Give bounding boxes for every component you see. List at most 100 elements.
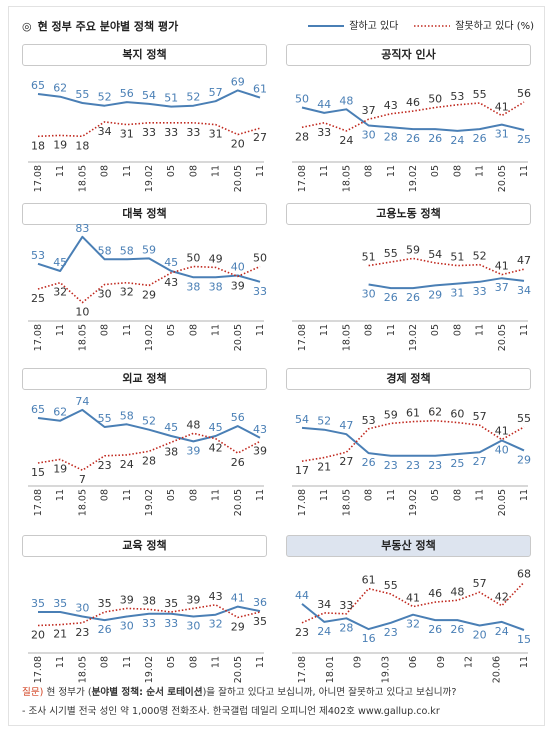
data-label-good: 16 <box>362 632 376 645</box>
x-tick-label: 19.02 <box>144 489 155 516</box>
series-line-good <box>37 408 261 443</box>
data-label-bad: 68 <box>517 567 531 580</box>
data-label-bad: 29 <box>231 620 245 633</box>
data-label-good: 27 <box>473 455 487 468</box>
data-label-good: 23 <box>406 459 420 472</box>
data-label-bad: 25 <box>31 292 45 305</box>
x-tick-label: 19.03 <box>380 656 391 683</box>
data-label-good: 23 <box>384 626 398 639</box>
data-label-bad: 51 <box>450 251 464 264</box>
data-label-good: 58 <box>98 244 112 257</box>
data-label-good: 65 <box>31 79 45 92</box>
x-tick-label: 20.05 <box>233 324 244 351</box>
data-label-bad: 39 <box>120 593 134 606</box>
data-label-good: 39 <box>186 444 200 457</box>
data-label-bad: 18 <box>75 139 89 152</box>
x-tick-label: 05 <box>166 324 177 336</box>
data-label-bad: 59 <box>384 408 398 421</box>
x-tick-label: 11 <box>319 324 330 336</box>
data-label-bad: 43 <box>209 590 223 603</box>
legend-good-swatch <box>308 25 344 27</box>
data-label-good: 52 <box>98 91 112 104</box>
data-label-good: 56 <box>231 411 245 424</box>
data-label-bad: 55 <box>384 579 398 592</box>
data-label-bad: 39 <box>231 279 245 292</box>
x-tick-label: 11 <box>319 165 330 177</box>
data-label-good: 45 <box>164 256 178 269</box>
x-tick-label: 19.02 <box>408 489 419 516</box>
data-label-bad: 61 <box>406 407 420 420</box>
data-label-good: 53 <box>31 249 45 262</box>
data-label-bad: 46 <box>428 587 442 600</box>
x-tick-label: 11 <box>319 489 330 501</box>
x-tick-label: 17.08 <box>297 656 308 683</box>
x-tick-label: 11 <box>475 165 486 177</box>
data-label-bad: 33 <box>142 126 156 139</box>
data-label-good: 59 <box>142 243 156 256</box>
legend-bad-label: 잘못하고 있다 (%) <box>455 21 535 32</box>
x-tick-label: 08 <box>188 165 199 177</box>
data-label-good: 65 <box>31 403 45 416</box>
data-label-bad: 48 <box>450 585 464 598</box>
data-label-bad: 24 <box>120 458 134 471</box>
data-label-good: 25 <box>450 457 464 470</box>
x-tick-label: 08 <box>452 324 463 336</box>
data-label-good: 20 <box>473 629 487 642</box>
panel-plot: 54 52 47 26 23 23 23 25 27 40 29 17 21 27 53 59 61 62 60 57… <box>292 406 531 516</box>
x-tick-label: 12 <box>464 656 475 668</box>
panel-title: 복지 정책 <box>22 44 267 66</box>
data-label-good: 58 <box>120 244 134 257</box>
data-label-good: 41 <box>231 592 245 605</box>
x-tick-label: 09 <box>353 656 364 668</box>
data-label-good: 54 <box>295 413 309 426</box>
data-label-good: 35 <box>53 597 67 610</box>
x-tick-label: 08 <box>100 656 111 668</box>
x-tick-label: 17.08 <box>33 489 44 516</box>
data-label-bad: 37 <box>362 104 376 117</box>
x-tick-label: 11 <box>122 165 133 177</box>
x-tick-label: 20.05 <box>497 489 508 516</box>
data-label-bad: 35 <box>164 597 178 610</box>
data-label-good: 33 <box>473 285 487 298</box>
x-tick-label: 11 <box>211 489 222 501</box>
panel-title: 교육 정책 <box>22 535 267 557</box>
x-tick-label: 11 <box>386 165 397 177</box>
x-tick-label: 11 <box>519 165 530 177</box>
x-tick-label: 20.05 <box>233 165 244 192</box>
data-label-bad: 30 <box>98 288 112 301</box>
panel-plot: 65 62 55 52 56 54 51 52 57 69 61 18 19 18 34 31 33 33 33 31… <box>28 75 267 192</box>
x-tick-label: 11 <box>55 324 66 336</box>
data-label-good: 24 <box>495 625 509 638</box>
x-tick-label: 17.08 <box>33 656 44 683</box>
data-label-bad: 19 <box>53 462 67 475</box>
x-tick-label: 11 <box>255 165 266 177</box>
data-label-bad: 47 <box>517 254 531 267</box>
data-label-bad: 62 <box>428 406 442 419</box>
data-label-bad: 33 <box>317 126 331 139</box>
x-tick-label: 11 <box>211 656 222 668</box>
data-label-good: 28 <box>339 621 353 634</box>
x-tick-label: 05 <box>166 489 177 501</box>
data-label-bad: 23 <box>295 626 309 639</box>
data-label-bad: 31 <box>120 128 134 141</box>
data-label-bad: 29 <box>142 288 156 301</box>
data-label-bad: 52 <box>473 250 487 263</box>
data-label-bad: 53 <box>450 90 464 103</box>
x-tick-label: 18.05 <box>341 324 352 351</box>
series-line-good <box>301 603 525 631</box>
data-label-bad: 26 <box>231 456 245 469</box>
data-label-good: 28 <box>384 130 398 143</box>
panel-plot: 30 26 26 29 31 33 37 34 51 55 59 54 51 52 41 47 17.08 11 1… <box>292 243 531 351</box>
panel-title: 외교 정책 <box>22 368 267 390</box>
x-tick-label: 18.05 <box>77 656 88 683</box>
data-label-good: 74 <box>75 395 89 408</box>
series-line-good <box>37 89 261 108</box>
data-label-good: 23 <box>428 459 442 472</box>
data-label-good: 34 <box>517 284 531 297</box>
data-label-bad: 31 <box>209 128 223 141</box>
data-label-good: 52 <box>142 415 156 428</box>
x-tick-label: 05 <box>430 165 441 177</box>
x-tick-label: 08 <box>452 489 463 501</box>
x-tick-label: 08 <box>452 165 463 177</box>
